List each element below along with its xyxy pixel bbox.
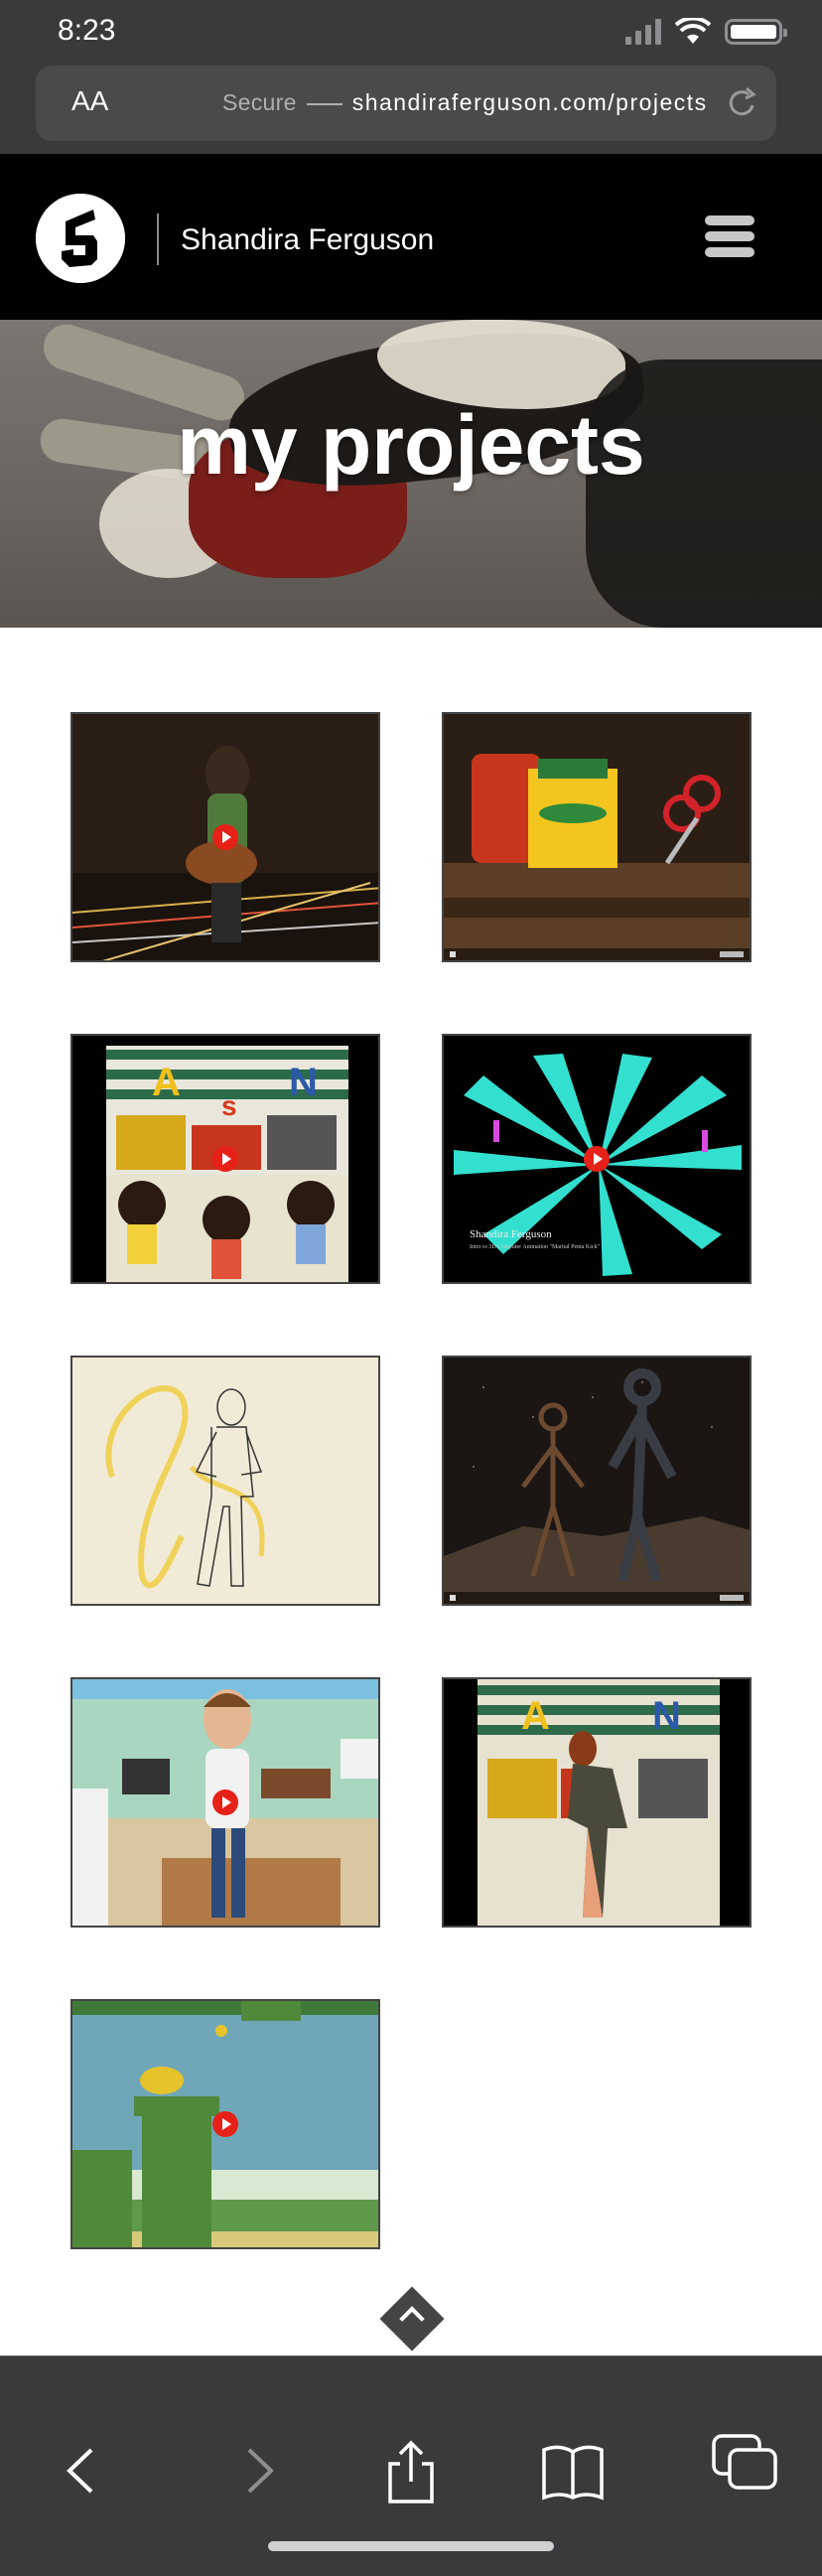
site-header: Shandira Ferguson — [0, 154, 822, 320]
status-time: 8:23 — [58, 14, 116, 47]
site-logo[interactable] — [36, 194, 125, 283]
bookmarks-icon[interactable] — [538, 2436, 608, 2505]
video-preview: A N — [444, 1679, 750, 1926]
page-title: my projects — [177, 398, 645, 492]
wifi-icon — [675, 18, 711, 44]
logo-divider — [157, 214, 159, 265]
hamburger-menu-icon[interactable] — [705, 215, 754, 257]
url-host: shandiraferguson.com/projects — [351, 89, 708, 115]
project-video-thumbnail[interactable] — [442, 1356, 752, 1606]
browser-bottom-toolbar — [0, 2356, 822, 2576]
status-icons — [625, 18, 787, 46]
browser-top-bar: 8:23 AA Secure shandiraferguson.com/proje… — [0, 0, 822, 154]
project-video-thumbnail[interactable] — [442, 712, 752, 962]
svg-text:A: A — [152, 1061, 181, 1104]
svg-text:N: N — [652, 1694, 681, 1738]
play-button-icon[interactable] — [212, 2111, 238, 2137]
project-video-thumbnail[interactable] — [70, 1356, 380, 1606]
text-size-button[interactable]: AA — [71, 85, 109, 116]
url-bar[interactable]: AA Secure shandiraferguson.com/projects — [36, 66, 776, 141]
video-caption-title: Shandira Ferguson — [470, 1228, 552, 1240]
video-preview — [72, 2001, 378, 2247]
video-preview — [72, 1358, 378, 1604]
video-controls-bar[interactable] — [444, 948, 750, 960]
share-icon[interactable] — [376, 2436, 446, 2505]
video-preview — [444, 714, 750, 960]
video-caption-subtitle: Intro to 3D Computer Animation "Martial … — [470, 1244, 601, 1250]
home-indicator — [268, 2541, 554, 2551]
play-button-icon[interactable] — [212, 824, 238, 850]
svg-text:A: A — [521, 1694, 550, 1738]
project-video-thumbnail[interactable]: A s N — [70, 1034, 380, 1284]
video-preview: A s N — [72, 1036, 378, 1282]
play-button-icon[interactable] — [212, 1789, 238, 1815]
project-video-thumbnail[interactable]: Shandira Ferguson Intro to 3D Computer A… — [442, 1034, 752, 1284]
svg-text:s: s — [221, 1090, 237, 1121]
battery-icon — [725, 19, 787, 45]
svg-text:N: N — [289, 1061, 318, 1104]
secure-label: Secure — [222, 89, 297, 115]
hero-banner: my projects — [0, 320, 822, 628]
project-video-thumbnail[interactable]: A N — [442, 1677, 752, 1928]
play-button-icon[interactable] — [584, 1146, 610, 1172]
hero-image-part — [586, 359, 822, 628]
project-video-thumbnail[interactable] — [70, 1677, 380, 1928]
reload-icon[interactable] — [723, 83, 762, 123]
site-name[interactable]: Shandira Ferguson — [181, 223, 435, 256]
play-button-icon[interactable] — [212, 1146, 238, 1172]
cellular-signal-icon — [625, 19, 661, 45]
url-text[interactable]: Secure shandiraferguson.com/projects — [222, 89, 708, 116]
forward-icon[interactable] — [223, 2436, 293, 2505]
scroll-to-top-button[interactable] — [379, 2286, 445, 2352]
tabs-icon[interactable] — [710, 2428, 779, 2498]
back-icon[interactable] — [48, 2436, 117, 2505]
logo-icon — [36, 194, 125, 283]
project-video-thumbnail[interactable] — [70, 712, 380, 962]
video-preview — [444, 1358, 750, 1604]
video-controls-bar[interactable] — [444, 1592, 750, 1604]
project-video-thumbnail[interactable] — [70, 1999, 380, 2249]
